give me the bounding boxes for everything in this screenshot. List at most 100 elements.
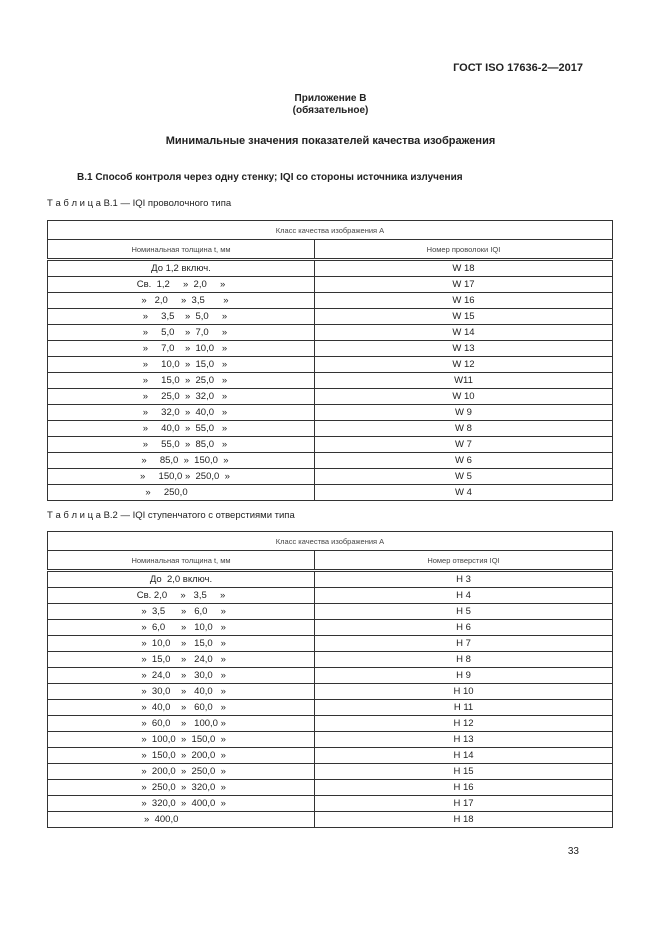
number-cell: H 6 (314, 619, 613, 636)
table-row: » 320,0 » 400,0 » H 17 (47, 795, 613, 812)
thickness-cell: » 150,0 » 200,0 » (47, 747, 315, 764)
thickness-cell: » 320,0 » 400,0 » (47, 795, 315, 812)
thickness-cell: » 40,0 » 60,0 » (47, 699, 315, 716)
table-row: » 15,0 » 25,0 » W11 (47, 372, 613, 389)
table-row: » 10,0 » 15,0 » H 7 (47, 635, 613, 652)
table-row: » 5,0 » 7,0 » W 14 (47, 324, 613, 341)
number-cell: W11 (314, 372, 613, 389)
thickness-cell: » 250,0 » 320,0 » (47, 779, 315, 796)
number-cell: W 12 (314, 356, 613, 373)
table-row: » 15,0 » 24,0 » H 8 (47, 651, 613, 668)
table1-caption: Т а б л и ц а В.1 — IQI проволочного тип… (47, 198, 232, 209)
number-cell: W 8 (314, 420, 613, 437)
table-row: » 250,0 W 4 (47, 484, 613, 501)
number-cell: W 6 (314, 452, 613, 469)
table-row: » 3,5 » 6,0 » H 5 (47, 603, 613, 620)
thickness-cell: До 2,0 включ. (47, 570, 315, 588)
table-row: Св. 1,2 » 2,0 » W 17 (47, 276, 613, 293)
thickness-cell: » 30,0 » 40,0 » (47, 683, 315, 700)
col-number-header: Номер отверстия IQI (314, 550, 613, 572)
section-heading: В.1 Способ контроля через одну стенку; I… (77, 172, 463, 183)
number-cell: H 4 (314, 587, 613, 604)
table-row: » 6,0 » 10,0 » H 6 (47, 619, 613, 636)
table-row: » 150,0 » 250,0 » W 5 (47, 468, 613, 485)
thickness-cell: » 60,0 » 100,0 » (47, 715, 315, 732)
number-cell: W 9 (314, 404, 613, 421)
table-row: » 150,0 » 200,0 » H 14 (47, 747, 613, 764)
table-row: До 1,2 включ. W 18 (47, 259, 613, 277)
thickness-cell: » 10,0 » 15,0 » (47, 635, 315, 652)
number-cell: H 3 (314, 570, 613, 588)
table-row: » 55,0 » 85,0 » W 7 (47, 436, 613, 453)
number-cell: H 17 (314, 795, 613, 812)
number-cell: W 7 (314, 436, 613, 453)
number-cell: H 12 (314, 715, 613, 732)
table-row: » 200,0 » 250,0 » H 15 (47, 763, 613, 780)
thickness-cell: » 2,0 » 3,5 » (47, 292, 315, 309)
class-header: Класс качества изображения А (47, 220, 613, 240)
table-row: Св. 2,0 » 3,5 » H 4 (47, 587, 613, 604)
number-cell: W 4 (314, 484, 613, 501)
table1: Класс качества изображения А Номинальная … (47, 220, 613, 501)
thickness-cell: » 200,0 » 250,0 » (47, 763, 315, 780)
table-row: » 3,5 » 5,0 » W 15 (47, 308, 613, 325)
number-cell: H 13 (314, 731, 613, 748)
thickness-cell: » 150,0 » 250,0 » (47, 468, 315, 485)
thickness-cell: » 32,0 » 40,0 » (47, 404, 315, 421)
number-cell: W 13 (314, 340, 613, 357)
table-row: » 85,0 » 150,0 » W 6 (47, 452, 613, 469)
thickness-cell: » 10,0 » 15,0 » (47, 356, 315, 373)
table-row: » 10,0 » 15,0 » W 12 (47, 356, 613, 373)
number-cell: W 17 (314, 276, 613, 293)
thickness-cell: » 3,5 » 5,0 » (47, 308, 315, 325)
col-thickness-header: Номинальная толщина t, мм (47, 550, 315, 572)
col-thickness-header: Номинальная толщина t, мм (47, 239, 315, 261)
number-cell: H 9 (314, 667, 613, 684)
number-cell: W 10 (314, 388, 613, 405)
table-row: » 60,0 » 100,0 » H 12 (47, 715, 613, 732)
thickness-cell: До 1,2 включ. (47, 259, 315, 277)
number-cell: W 18 (314, 259, 613, 277)
table2-caption: Т а б л и ц а В.2 — IQI ступенчатого с о… (47, 510, 295, 521)
number-cell: H 10 (314, 683, 613, 700)
thickness-cell: » 250,0 (47, 484, 315, 501)
thickness-cell: » 85,0 » 150,0 » (47, 452, 315, 469)
thickness-cell: » 100,0 » 150,0 » (47, 731, 315, 748)
thickness-cell: » 6,0 » 10,0 » (47, 619, 315, 636)
col-number-header: Номер проволоки IQI (314, 239, 613, 261)
number-cell: W 14 (314, 324, 613, 341)
number-cell: H 15 (314, 763, 613, 780)
thickness-cell: » 15,0 » 25,0 » (47, 372, 315, 389)
number-cell: W 16 (314, 292, 613, 309)
number-cell: H 18 (314, 811, 613, 828)
table-row: » 7,0 » 10,0 » W 13 (47, 340, 613, 357)
thickness-cell: » 400,0 (47, 811, 315, 828)
table-row: До 2,0 включ. H 3 (47, 570, 613, 588)
appendix-subtitle: (обязательное) (292, 105, 369, 116)
thickness-cell: Св. 2,0 » 3,5 » (47, 587, 315, 604)
thickness-cell: » 24,0 » 30,0 » (47, 667, 315, 684)
thickness-cell: » 3,5 » 6,0 » (47, 603, 315, 620)
document-header: ГОСТ ISO 17636-2—2017 (453, 62, 583, 74)
thickness-cell: » 5,0 » 7,0 » (47, 324, 315, 341)
table-row: » 25,0 » 32,0 » W 10 (47, 388, 613, 405)
thickness-cell: Св. 1,2 » 2,0 » (47, 276, 315, 293)
number-cell: H 14 (314, 747, 613, 764)
number-cell: H 11 (314, 699, 613, 716)
table-row: » 40,0 » 60,0 » H 11 (47, 699, 613, 716)
number-cell: H 7 (314, 635, 613, 652)
appendix-title: Приложение В (294, 93, 367, 104)
number-cell: W 5 (314, 468, 613, 485)
thickness-cell: » 40,0 » 55,0 » (47, 420, 315, 437)
class-header: Класс качества изображения А (47, 531, 613, 551)
table-row: » 400,0 H 18 (47, 811, 613, 828)
table-row: » 30,0 » 40,0 » H 10 (47, 683, 613, 700)
thickness-cell: » 55,0 » 85,0 » (47, 436, 315, 453)
table-row: » 32,0 » 40,0 » W 9 (47, 404, 613, 421)
thickness-cell: » 15,0 » 24,0 » (47, 651, 315, 668)
number-cell: H 8 (314, 651, 613, 668)
table-row: » 24,0 » 30,0 » H 9 (47, 667, 613, 684)
main-title: Минимальные значения показателей качеств… (165, 135, 496, 147)
number-cell: W 15 (314, 308, 613, 325)
